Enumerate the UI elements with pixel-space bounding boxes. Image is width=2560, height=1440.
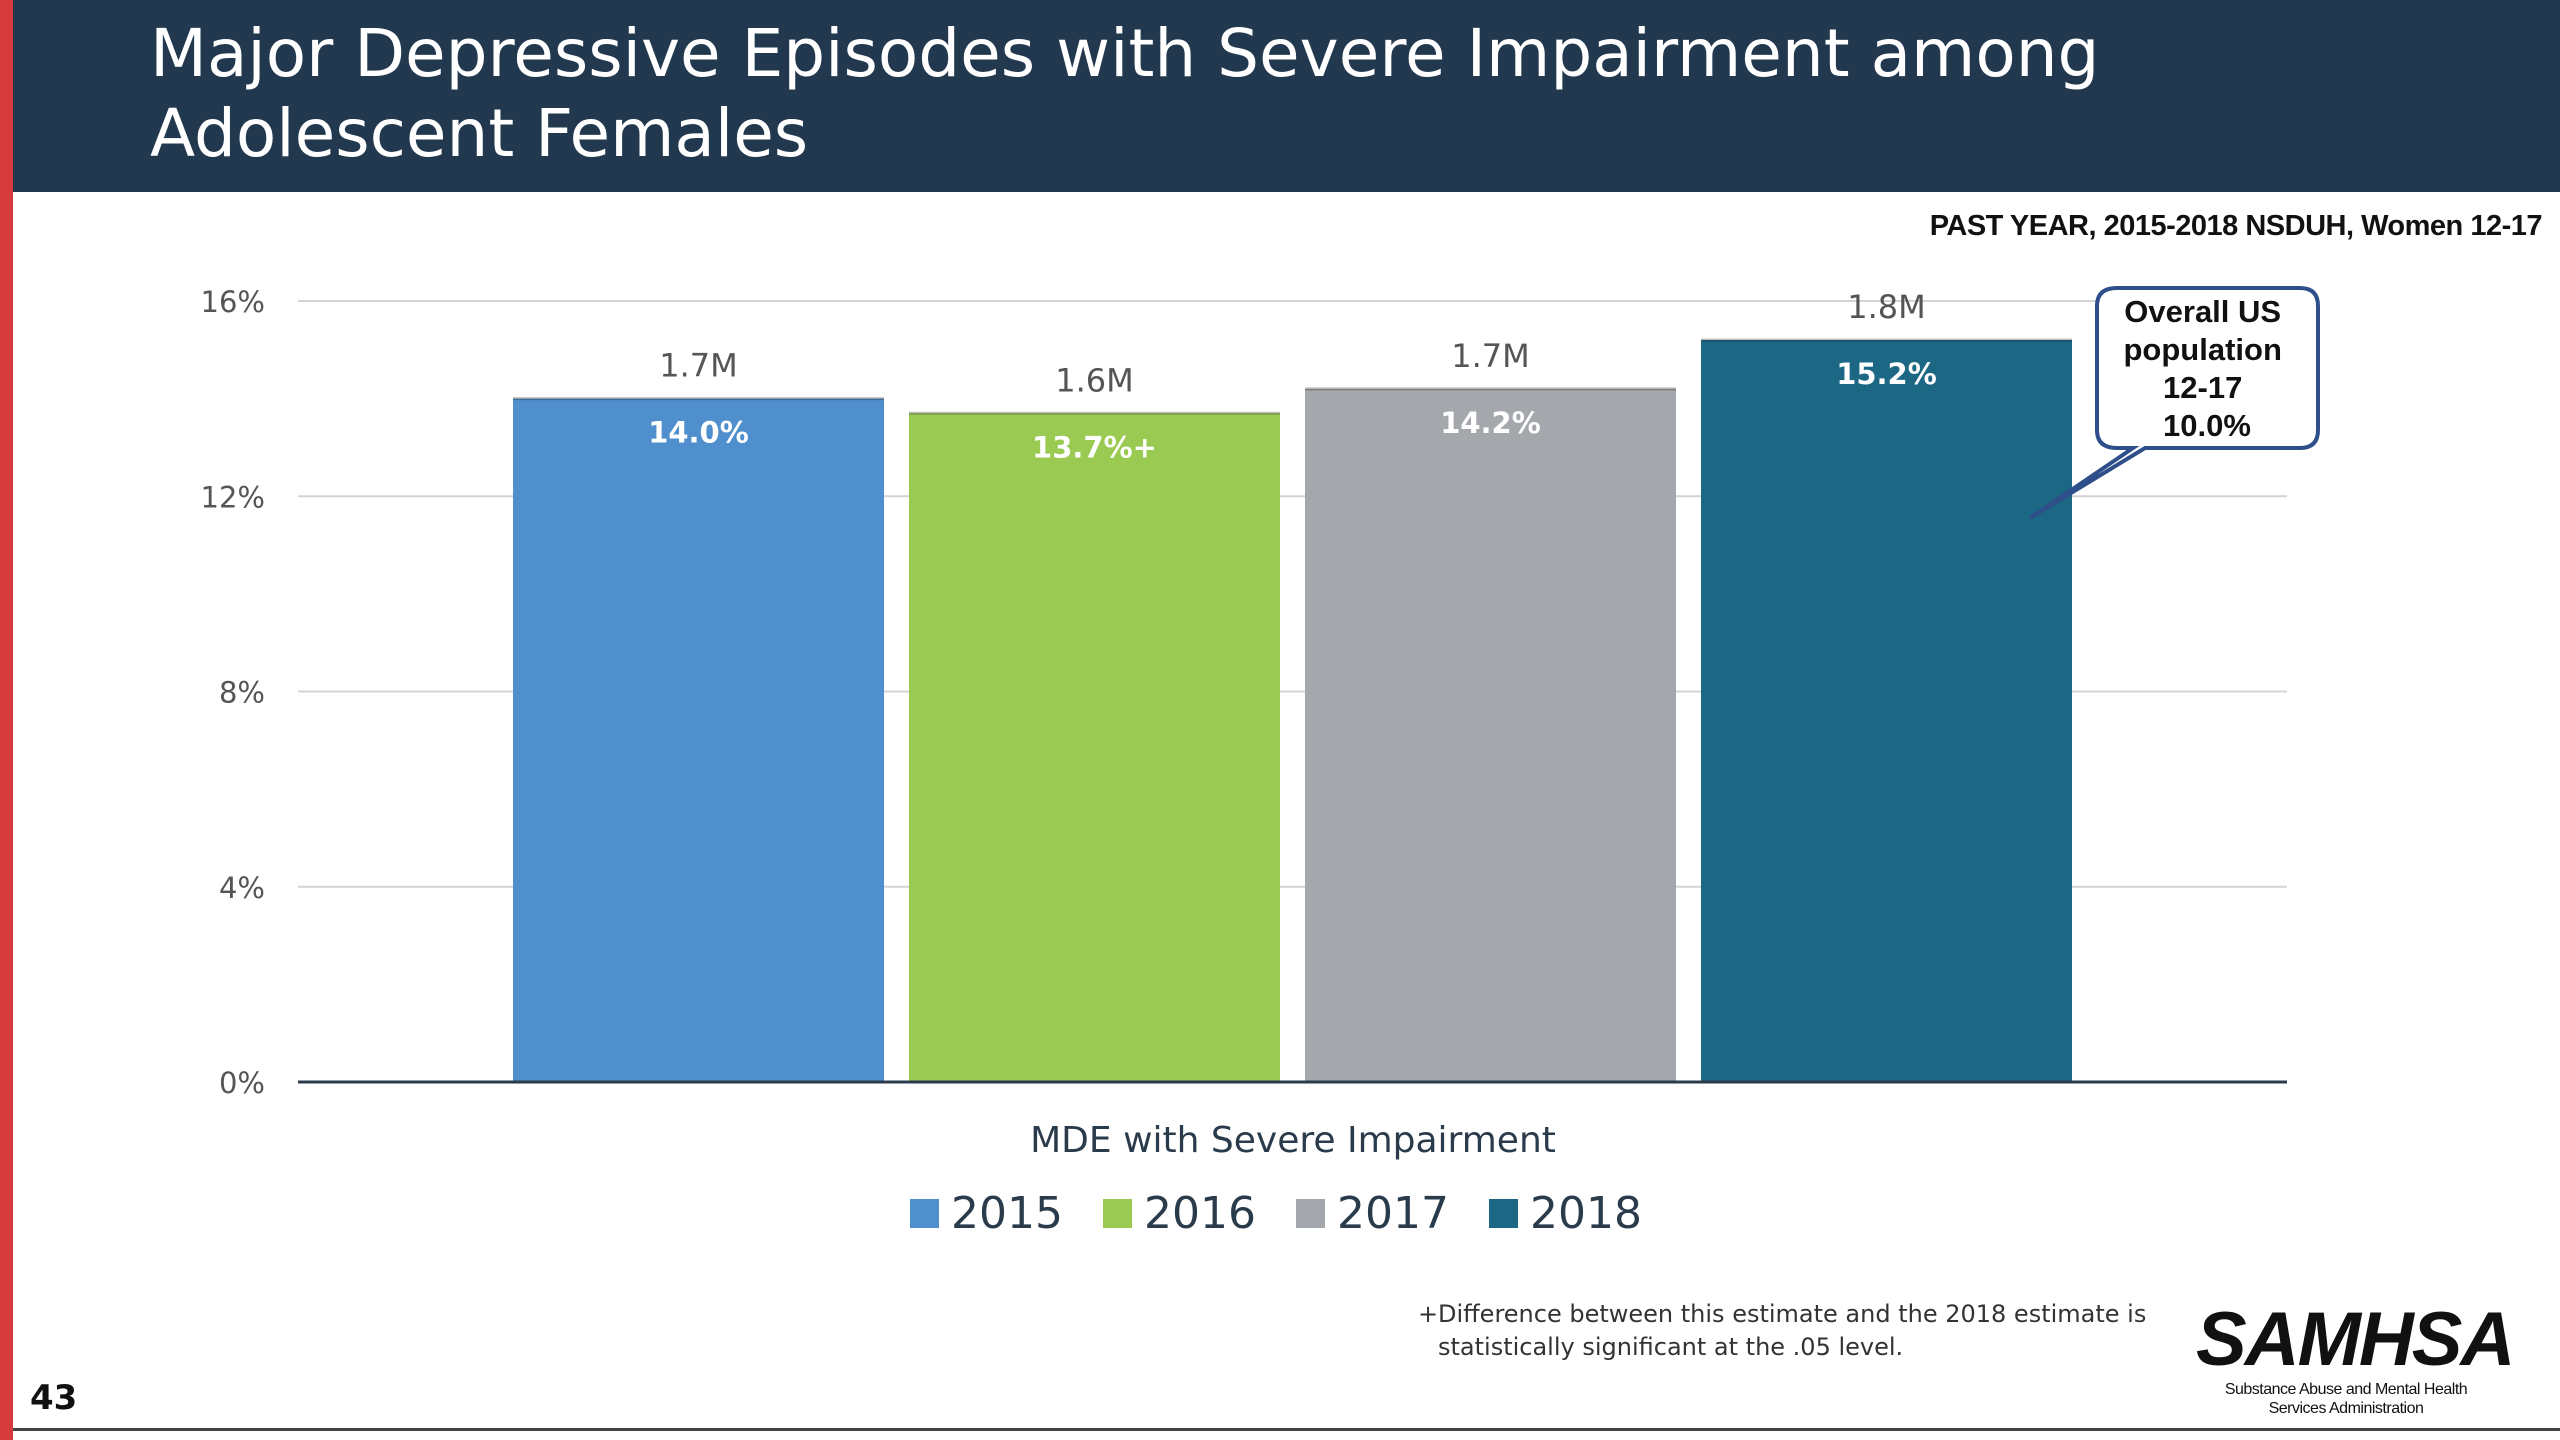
legend: 2015 2016 2017 2018 bbox=[0, 1188, 2556, 1239]
y-tick-label: 8% bbox=[219, 676, 265, 710]
svg-text:Overall US population: Overall US population 12-17 10.0% bbox=[2123, 294, 2290, 443]
callout: Overall US population 12-17 10.0% bbox=[2028, 286, 2320, 520]
bar-2017 bbox=[1305, 388, 1676, 1082]
bar-2016 bbox=[909, 413, 1280, 1082]
y-tick-label: 0% bbox=[219, 1066, 265, 1100]
legend-item: 2016 bbox=[1103, 1188, 1256, 1239]
callout-box bbox=[2028, 286, 2320, 520]
bar-value-label: 14.2% bbox=[1440, 406, 1541, 440]
callout-line: 12-17 bbox=[2163, 370, 2242, 405]
legend-item: 2015 bbox=[910, 1188, 1063, 1239]
logo-wordmark: SAMHSA bbox=[2196, 1297, 2515, 1382]
legend-swatch bbox=[910, 1199, 940, 1228]
y-tick-label: 12% bbox=[201, 480, 265, 514]
callout-line: 10.0% bbox=[2163, 408, 2251, 443]
footnote: + Difference between this estimate and t… bbox=[1418, 1298, 2178, 1364]
bar-count-label: 1.8M bbox=[1847, 288, 1926, 326]
bar-count-label: 1.7M bbox=[1451, 337, 1530, 375]
legend-item: 2017 bbox=[1296, 1188, 1449, 1239]
slide-title: Major Depressive Episodes with Severe Im… bbox=[150, 15, 2100, 172]
bar-count-label: 1.7M bbox=[659, 347, 738, 385]
bar-value-label: 15.2% bbox=[1836, 357, 1937, 391]
legend-label: 2016 bbox=[1144, 1188, 1256, 1239]
legend-item: 2018 bbox=[1488, 1188, 1642, 1239]
logo-subtitle: Substance Abuse and Mental Health bbox=[2224, 1381, 2468, 1398]
legend-swatch bbox=[1488, 1199, 1518, 1228]
x-axis-title: MDE with Severe Impairment bbox=[1030, 1120, 1556, 1161]
y-tick-label: 4% bbox=[219, 871, 265, 905]
logo-subtitle: Services Administration bbox=[2268, 1400, 2424, 1417]
samhsa-logo: SAMHSA Substance Abuse and Mental Health… bbox=[2196, 1297, 2515, 1418]
legend-swatch bbox=[1296, 1199, 1325, 1228]
callout-line: Overall US bbox=[2124, 294, 2281, 329]
legend-label: 2017 bbox=[1337, 1188, 1449, 1239]
title-band bbox=[13, 0, 2560, 192]
footnote-text: Difference between this estimate and the… bbox=[1438, 1300, 2147, 1361]
bar-value-label: 14.0% bbox=[648, 416, 749, 450]
bar-2018 bbox=[1701, 340, 2072, 1082]
callout-line: population bbox=[2123, 332, 2281, 367]
y-tick-label: 16% bbox=[201, 285, 265, 319]
legend-label: 2015 bbox=[951, 1188, 1064, 1239]
page-number: 43 bbox=[30, 1378, 78, 1418]
bottom-rule bbox=[13, 1428, 2560, 1431]
slide-subtitle: PAST YEAR, 2015-2018 NSDUH, Women 12-17 bbox=[1929, 210, 2543, 242]
bar-2015 bbox=[513, 398, 884, 1082]
accent-bar bbox=[0, 0, 13, 1440]
bar-value-label: 13.7%+ bbox=[1032, 430, 1157, 464]
legend-label: 2018 bbox=[1529, 1188, 1642, 1239]
bar-count-label: 1.6M bbox=[1055, 361, 1134, 399]
legend-swatch bbox=[1103, 1199, 1133, 1228]
footnote-mark: + bbox=[1418, 1300, 1439, 1328]
